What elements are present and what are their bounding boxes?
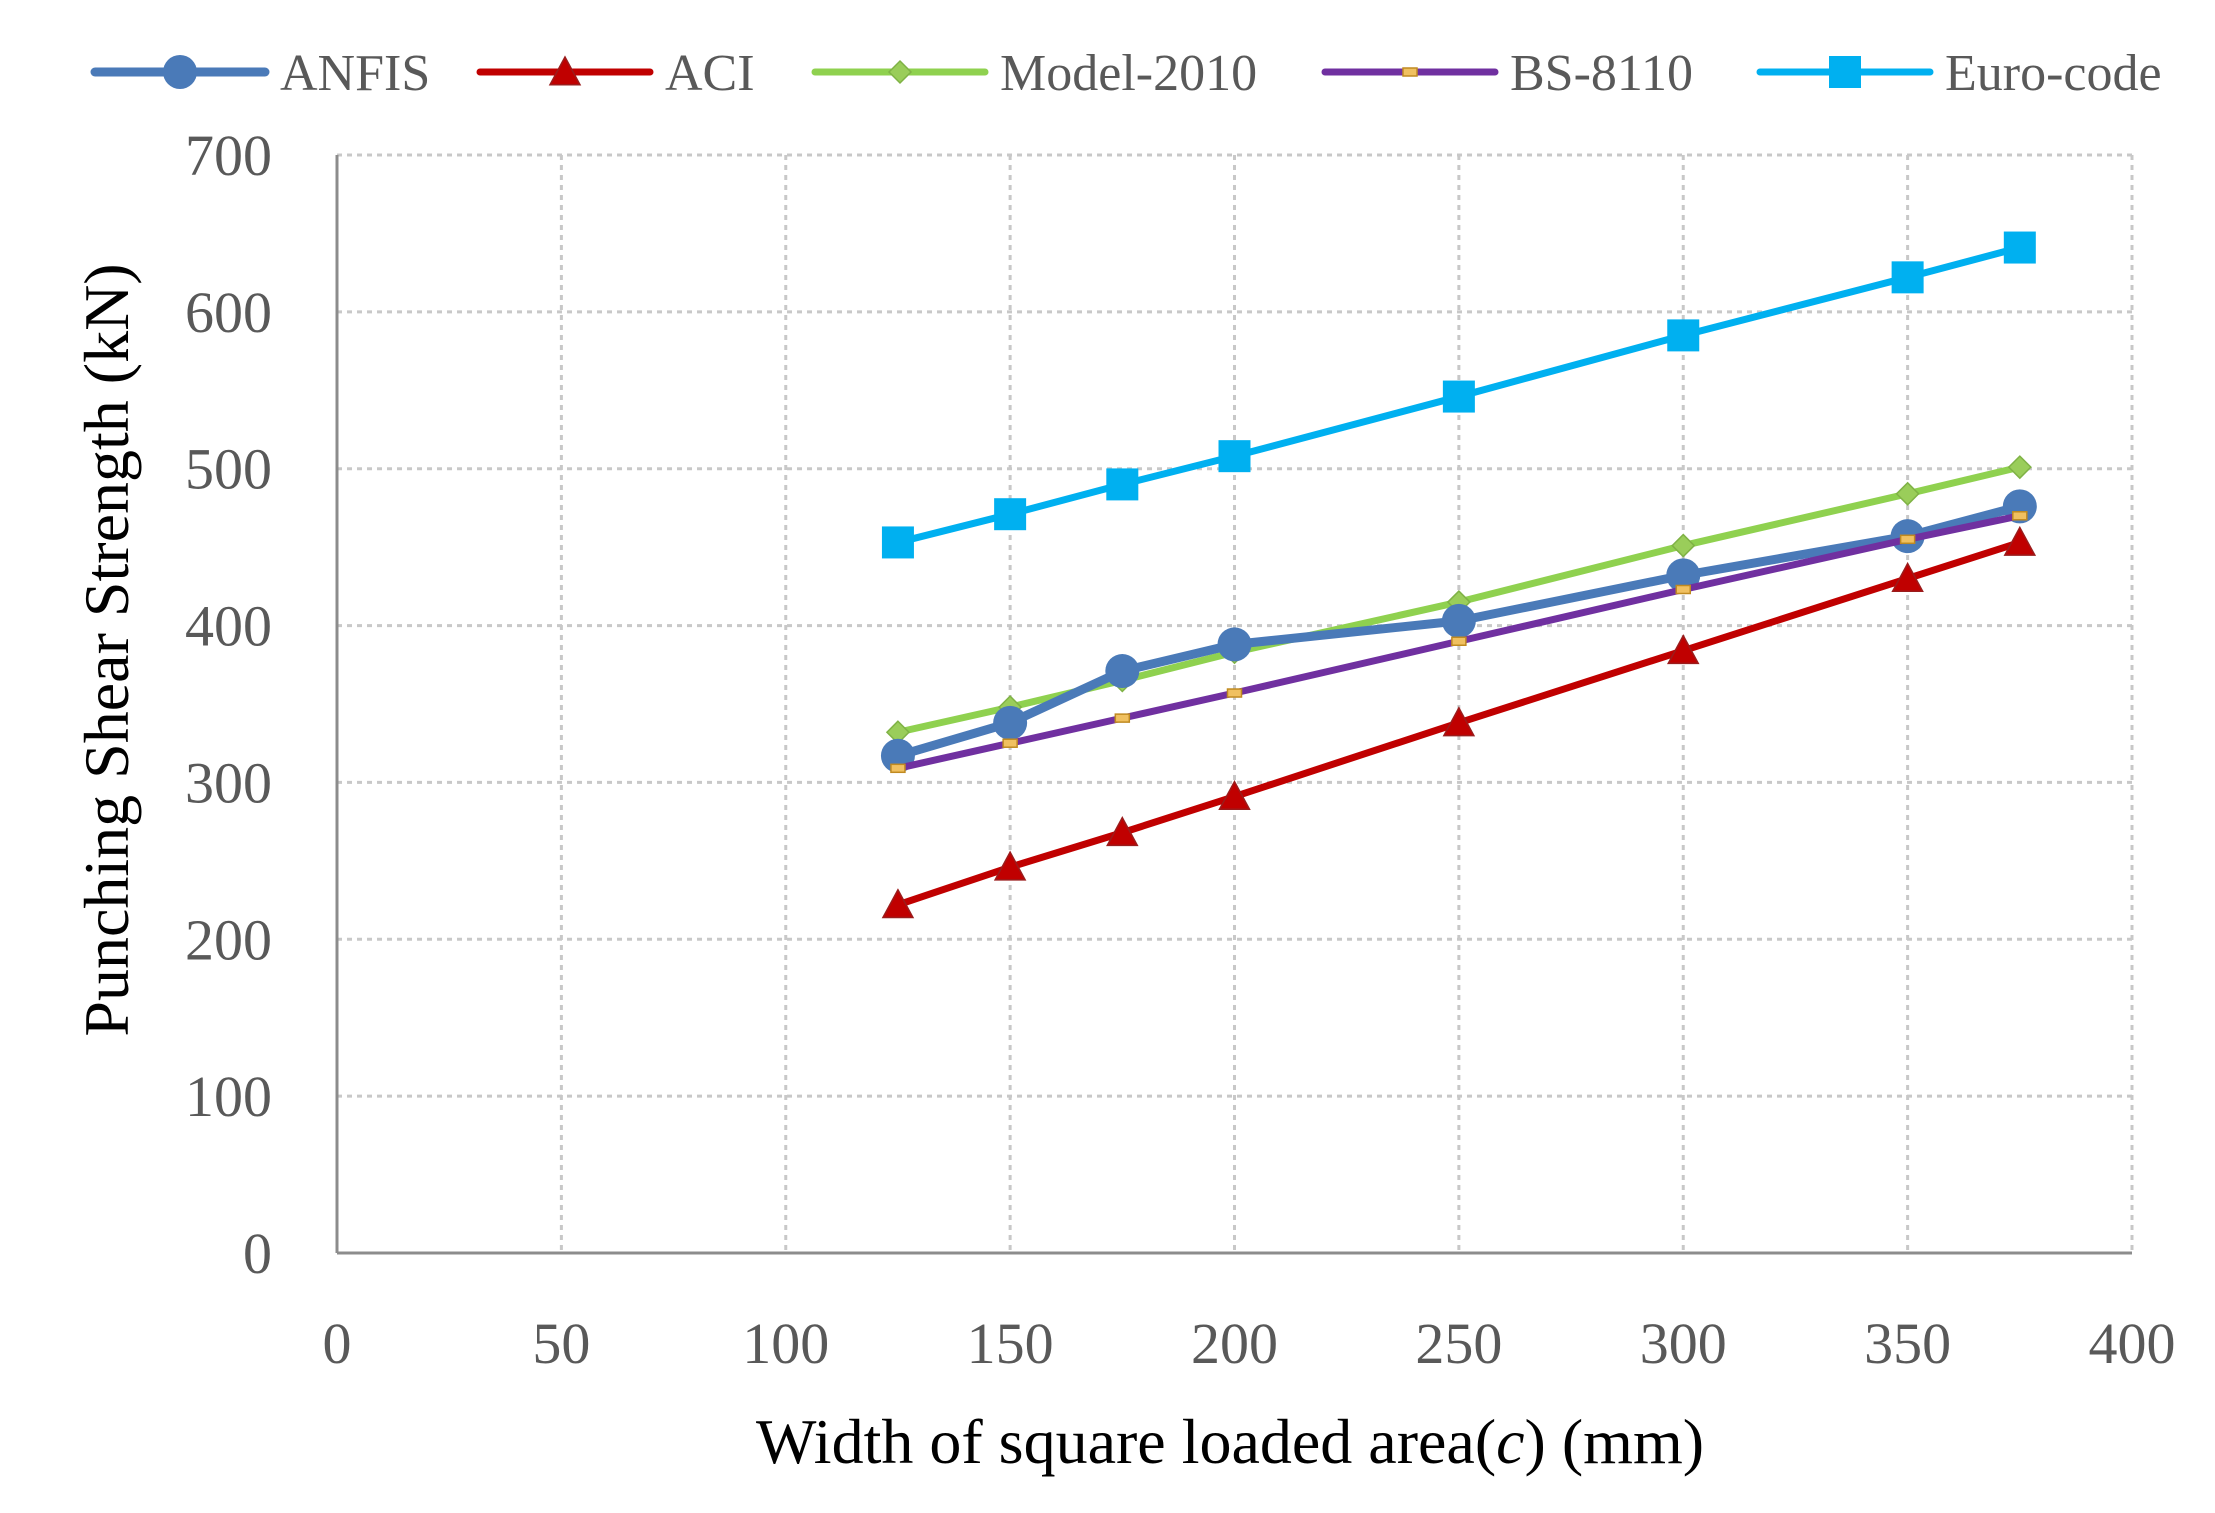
x-tick-label: 300	[1640, 1311, 1727, 1376]
data-point-euro-code	[1891, 261, 1924, 294]
legend-item-model-2010: Model-2010	[811, 45, 1257, 102]
axes	[335, 155, 2132, 1255]
tick-labels: 0 100 200 300 400 500 600 700 0 50 100 150 200 250 300…	[185, 123, 2176, 1376]
x-axis-title: Width of square loaded area(c) (mm)	[756, 1406, 1704, 1477]
x-tick-label: 200	[1191, 1311, 1278, 1376]
x-tick-label: 250	[1415, 1311, 1502, 1376]
data-point-bs-8110	[1002, 738, 1018, 748]
y-tick-label: 200	[185, 907, 272, 972]
legend: ANFIS ACI Model-2010 BS-8110 Euro-code	[90, 45, 2162, 102]
series-euro-code	[881, 231, 2036, 559]
data-point-model-2010	[1671, 533, 1696, 558]
legend-item-euro-code: Euro-code	[1756, 45, 2162, 102]
y-tick-label: 700	[185, 123, 272, 188]
data-point-euro-code	[994, 498, 1027, 531]
series-line-anfis	[893, 501, 2025, 761]
data-point-anfis	[1441, 603, 1476, 638]
data-point-euro-code	[881, 526, 914, 559]
legend-marker-bs-8110	[1402, 67, 1418, 77]
data-point-aci	[1891, 561, 1924, 593]
data-point-bs-8110	[1899, 534, 1916, 545]
series-line-model-2010	[894, 463, 2024, 736]
series-anfis	[880, 489, 2037, 773]
y-tick-label: 100	[185, 1064, 272, 1129]
x-tick-label: 50	[532, 1311, 590, 1376]
x-axis-title-prefix: Width of square loaded area(	[756, 1406, 1496, 1477]
data-point-aci	[1106, 816, 1139, 847]
series-line-euro-code	[894, 244, 2024, 546]
data-point-euro-code	[1442, 380, 1475, 413]
data-point-bs-8110	[1451, 636, 1467, 647]
x-tick-label: 350	[1864, 1311, 1951, 1376]
series-bs-8110	[890, 511, 2028, 774]
x-axis-title-suffix: ) (mm)	[1525, 1406, 1705, 1477]
series-line-aci	[894, 538, 2024, 909]
data-point-bs-8110	[1226, 688, 1243, 698]
y-tick-label: 300	[185, 750, 272, 815]
y-tick-label: 500	[185, 437, 272, 502]
legend-item-bs-8110: BS-8110	[1321, 45, 1693, 102]
data-point-model-2010	[1895, 481, 1920, 506]
data-point-bs-8110	[1114, 713, 1131, 723]
data-point-model-2010	[2007, 455, 2032, 480]
legend-item-aci: ACI	[476, 45, 755, 102]
data-point-euro-code	[1218, 440, 1251, 473]
data-point-euro-code	[1106, 468, 1139, 501]
data-point-aci	[881, 888, 915, 919]
series-aci	[881, 525, 2037, 919]
legend-marker-aci	[548, 55, 582, 86]
x-tick-label: 150	[967, 1311, 1054, 1376]
legend-marker-euro-code	[1829, 56, 1861, 88]
legend-label-aci: ACI	[665, 45, 755, 102]
data-point-bs-8110	[1675, 584, 1691, 595]
y-axis-title: Punching Shear Strength (kN)	[71, 263, 142, 1036]
x-tick-label: 0	[323, 1311, 352, 1376]
data-point-aci	[1666, 634, 1700, 665]
y-tick-label: 600	[185, 280, 272, 345]
legend-marker-model-2010	[887, 59, 913, 85]
series-line-bs-8110	[894, 512, 2024, 772]
legend-label-euro-code: Euro-code	[1945, 45, 2162, 102]
data-point-anfis	[1217, 627, 1252, 662]
data-point-bs-8110	[890, 763, 906, 774]
data-point-anfis	[1666, 558, 1701, 593]
data-point-anfis	[1105, 654, 1140, 689]
x-tick-label: 100	[742, 1311, 829, 1376]
x-axis-title-variable: c	[1496, 1406, 1524, 1477]
legend-item-anfis: ANFIS	[90, 45, 430, 102]
grid	[337, 153, 2134, 1253]
y-tick-label: 0	[243, 1221, 272, 1286]
x-tick-label: 400	[2089, 1311, 2176, 1376]
data-point-aci	[2003, 525, 2037, 556]
series-group	[880, 231, 2037, 919]
y-tick-label: 400	[185, 594, 272, 659]
data-point-euro-code	[1667, 319, 1700, 352]
legend-marker-anfis	[163, 55, 197, 89]
data-point-aci	[1218, 779, 1251, 811]
data-point-bs-8110	[2012, 511, 2028, 521]
data-point-anfis	[993, 705, 1028, 740]
data-point-aci	[993, 850, 1027, 881]
data-point-aci	[1442, 706, 1476, 737]
legend-label-bs-8110: BS-8110	[1510, 45, 1693, 102]
legend-label-model-2010: Model-2010	[1000, 45, 1257, 102]
legend-label-anfis: ANFIS	[280, 45, 430, 102]
data-point-euro-code	[2003, 231, 2036, 264]
